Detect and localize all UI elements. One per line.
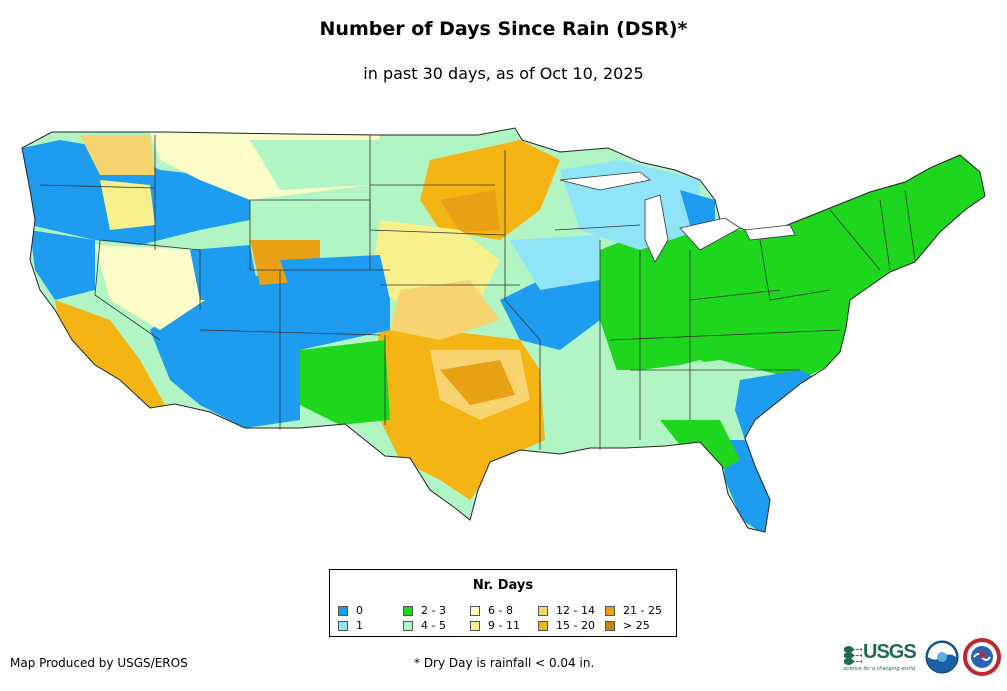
legend-swatch-2-3 [403,606,413,616]
usgs-wordmark: USGS [863,641,917,663]
map-credit: Map Produced by USGS/EROS [10,656,188,670]
legend-swatch-21-25 [605,606,615,616]
legend-swatch-15-20 [538,621,548,631]
region-kansas-12-14 [390,280,500,340]
legend-label: 21 - 25 [623,604,662,617]
region-utah-0 [190,245,260,300]
region-georgia-0 [735,370,820,440]
region-oregon-dry [80,135,155,175]
legend-label: 0 [356,604,363,617]
legend-swatch-12-14 [538,606,548,616]
legend-label: 15 - 20 [556,619,595,632]
usgs-wave-icon [844,646,862,665]
region-midwest-0 [500,270,600,350]
legend-label: 4 - 5 [421,619,446,632]
legend: Nr. Days 0 1 2 - 3 4 - 5 6 - 8 9 - 11 12… [329,569,677,637]
dsr-regions [22,128,985,532]
usgs-logo: USGS science for a changing world [843,641,919,675]
region-california-15-20 [55,300,165,410]
usgs-tagline: science for a changing world [843,666,915,672]
legend-label: > 25 [623,619,650,632]
legend-label: 2 - 3 [421,604,446,617]
us-outline [21,127,986,533]
region-nevada-6-8 [95,245,205,330]
region-california-0 [30,230,95,300]
legend-label: 6 - 8 [488,604,513,617]
region-iowa-1 [510,235,600,290]
legend-swatch-1 [338,621,348,631]
noaa-logo-icon [925,640,959,674]
region-colorado-0 [280,255,390,320]
page-subtitle: in past 30 days, as of Oct 10, 2025 [363,64,644,83]
legend-label: 1 [356,619,363,632]
legend-swatch-9-11 [470,621,480,631]
nws-logo-icon [963,638,1001,676]
legend-swatch-6-8 [470,606,480,616]
region-florida-0 [722,440,770,532]
legend-swatch-0 [338,606,348,616]
legend-title: Nr. Days [472,578,534,593]
legend-swatch-4-5 [403,621,413,631]
region-dakotas-21-25 [440,190,500,232]
dry-day-footnote: * Dry Day is rainfall < 0.04 in. [414,656,595,670]
us-dsr-map [21,127,986,533]
great-lakes [559,171,796,263]
region-northeast-2-3 [600,150,985,380]
region-idaho-9-11 [100,180,155,230]
region-michigan-0 [680,190,715,225]
region-montana-4-5 [250,140,380,190]
legend-swatch-gt-25 [605,621,615,631]
legend-label: 12 - 14 [556,604,595,617]
page-title: Number of Days Since Rain (DSR)* [319,18,688,40]
legend-label: 9 - 11 [488,619,520,632]
region-west-texas-2-3 [300,340,390,425]
state-borders [39,135,916,450]
region-texas-21-25 [440,360,515,405]
